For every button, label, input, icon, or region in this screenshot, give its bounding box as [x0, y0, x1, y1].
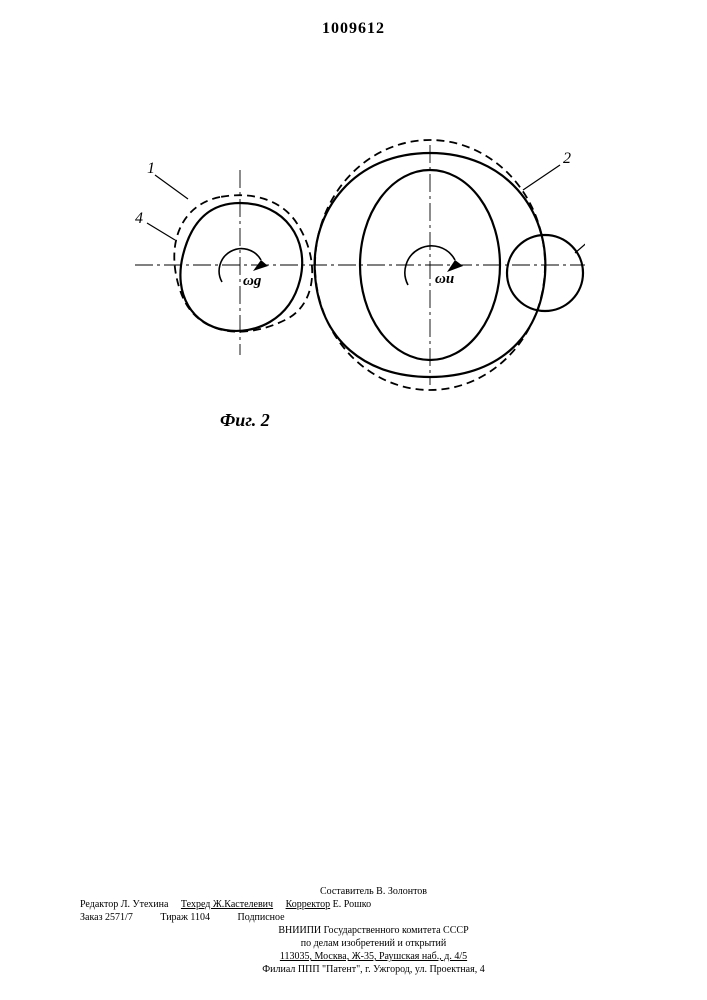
label-wi: ωи: [435, 271, 454, 287]
leader-3: [575, 240, 585, 253]
circulation-label: Тираж 1104: [160, 912, 210, 923]
figure-caption: Фиг. 2: [220, 410, 270, 431]
address-line: 113035, Москва, Ж-35, Раушская наб., д. …: [80, 950, 667, 963]
editor-label: Редактор Л. Утехина: [80, 899, 168, 910]
label-1: 1: [147, 160, 155, 177]
figure-2-diagram: 1 4 2 3 ωg ωи: [85, 125, 585, 405]
left-solid-outline: [180, 203, 302, 331]
colophon-block: Составитель В. Золонтов Редактор Л. Утех…: [80, 885, 667, 976]
left-rotation-arrowhead: [253, 260, 268, 271]
subscription-label: Подписное: [238, 912, 285, 923]
label-wg: ωg: [243, 273, 262, 289]
left-dashed-outline: [174, 195, 312, 331]
branch-line: Филиал ППП "Патент", г. Ужгород, ул. Про…: [80, 963, 667, 976]
leader-2: [523, 165, 560, 190]
org-line-2: по делам изобретений и открытий: [80, 937, 667, 950]
label-4: 4: [135, 210, 143, 227]
credits-line: Редактор Л. Утехина Техред Ж.Кастелевич …: [80, 898, 667, 911]
corrector-name: Е. Рошко: [333, 899, 371, 910]
org-line-1: ВНИИПИ Государственного комитета СССР: [80, 924, 667, 937]
label-2: 2: [563, 150, 571, 167]
leader-4: [147, 223, 175, 240]
techred-label: Техред Ж.Кастелевич: [181, 899, 273, 910]
order-line: Заказ 2571/7 Тираж 1104 Подписное: [80, 911, 667, 924]
page-number: 1009612: [322, 20, 385, 38]
corrector-label: Корректор: [286, 899, 331, 910]
leader-1: [155, 175, 188, 199]
order-label: Заказ 2571/7: [80, 912, 133, 923]
compiler-line: Составитель В. Золонтов: [80, 885, 667, 898]
